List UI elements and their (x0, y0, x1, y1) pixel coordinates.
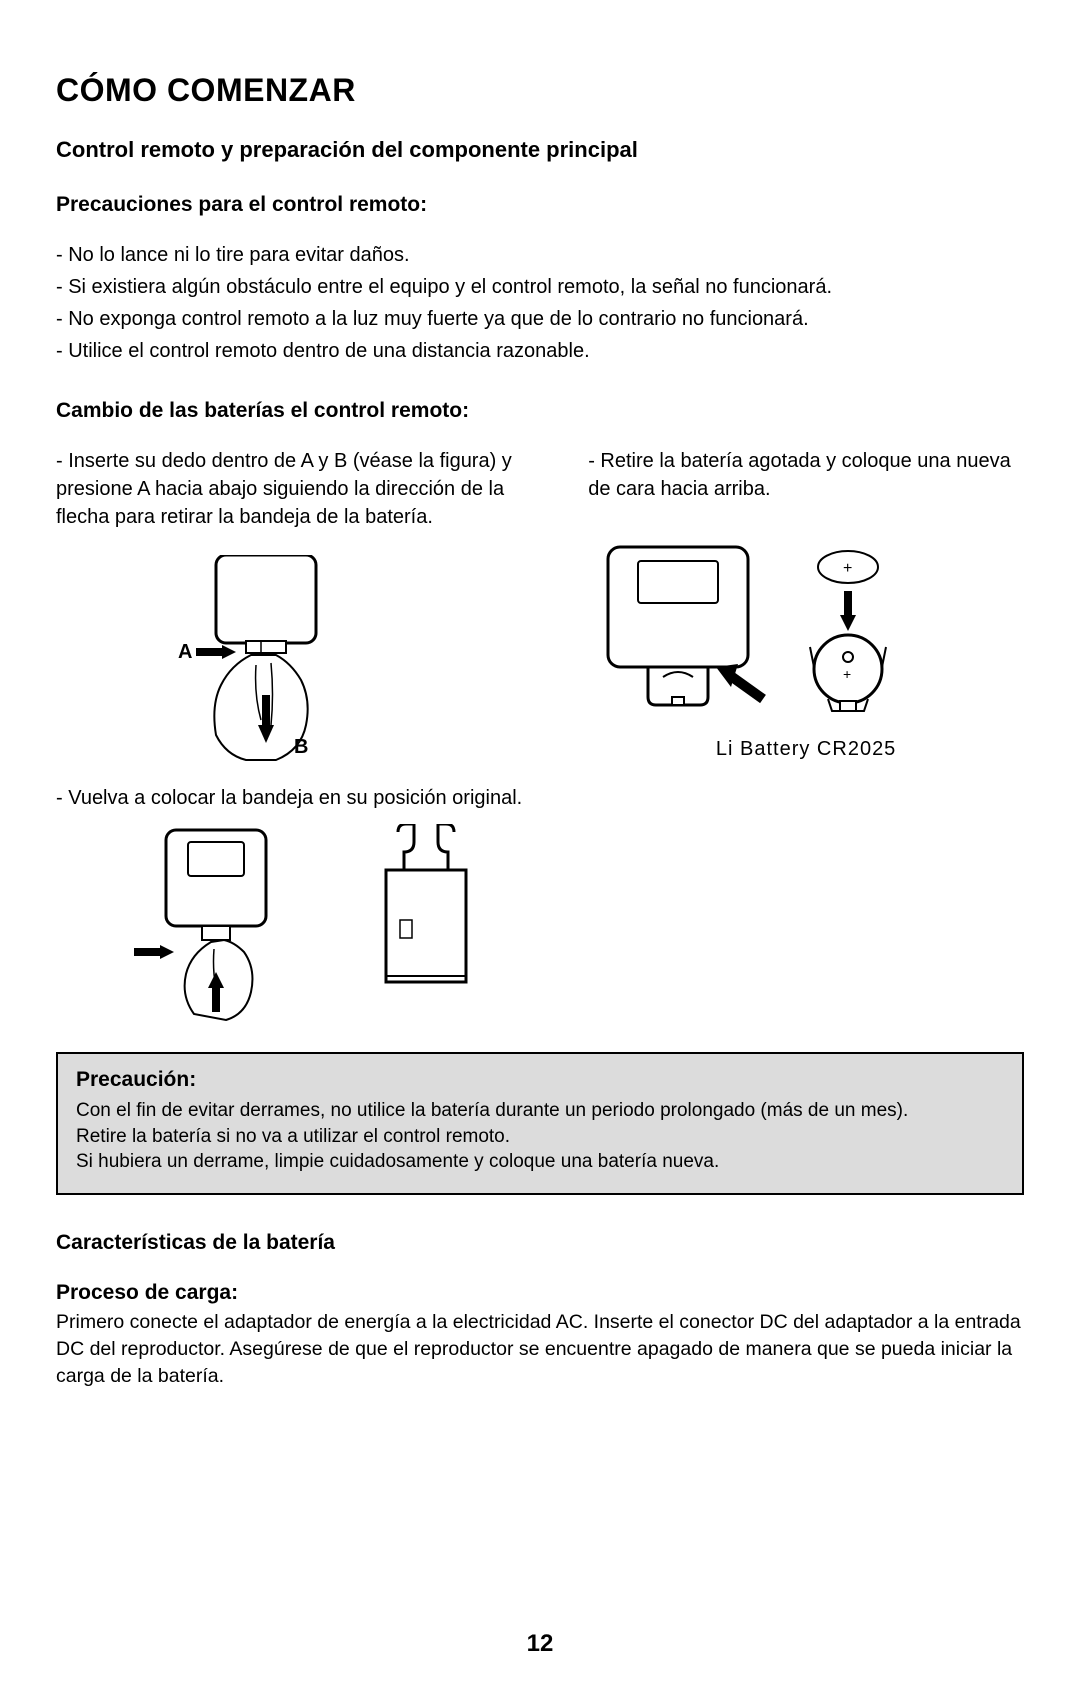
figure-step1: A B (56, 555, 540, 770)
figure-step2: + + Li Battery CR2025 (588, 539, 1024, 763)
caution-line: Retire la batería si no va a utilizar el… (76, 1124, 1004, 1150)
plus-sign: + (843, 560, 852, 577)
precautions-heading: Precauciones para el control remoto: (56, 193, 1024, 217)
charging-text: Primero conecte el adaptador de energía … (56, 1309, 1024, 1390)
label-a: A (178, 641, 192, 663)
subtitle: Control remoto y preparación del compone… (56, 137, 1024, 163)
step2-text: - Retire la batería agotada y coloque un… (588, 447, 1024, 503)
precaution-item: - Si existiera algún obstáculo entre el … (56, 273, 1024, 301)
caution-line: Si hubiera un derrame, limpie cuidadosam… (76, 1149, 1004, 1175)
document-page: CÓMO COMENZAR Control remoto y preparaci… (0, 0, 1080, 1706)
battery-features-heading: Características de la batería (56, 1231, 1024, 1255)
battery-features-section: Características de la batería Proceso de… (56, 1231, 1024, 1390)
figure-step3 (56, 824, 1024, 1024)
charging-heading: Proceso de carga: (56, 1281, 1024, 1305)
tray-front-illustration (356, 824, 496, 1004)
step1-text: - Inserte su dedo dentro de A y B (véase… (56, 447, 540, 531)
battery-caption: Li Battery CR2025 (588, 735, 1024, 763)
step3: - Vuelva a colocar la bandeja en su posi… (56, 784, 1024, 1024)
step2-column: - Retire la batería agotada y coloque un… (588, 447, 1024, 770)
battery-change-heading: Cambio de las baterías el control remoto… (56, 399, 1024, 423)
svg-text:+: + (843, 666, 851, 682)
precaution-item: - No lo lance ni lo tire para evitar dañ… (56, 241, 1024, 269)
page-number: 12 (56, 1630, 1024, 1658)
battery-steps-columns: - Inserte su dedo dentro de A y B (véase… (56, 447, 1024, 770)
precaution-item: - No exponga control remoto a la luz muy… (56, 305, 1024, 333)
battery-tray-illustration: + + (588, 539, 908, 729)
precaution-item: - Utilice el control remoto dentro de un… (56, 337, 1024, 365)
step1-column: - Inserte su dedo dentro de A y B (véase… (56, 447, 540, 770)
caution-line: Con el fin de evitar derrames, no utilic… (76, 1098, 1004, 1124)
label-b: B (294, 736, 308, 758)
caution-heading: Precaución: (76, 1068, 1004, 1092)
step3-text: - Vuelva a colocar la bandeja en su posi… (56, 784, 1024, 812)
page-title: CÓMO COMENZAR (56, 72, 1024, 109)
precautions-list: - No lo lance ni lo tire para evitar dañ… (56, 241, 1024, 365)
caution-box: Precaución: Con el fin de evitar derrame… (56, 1052, 1024, 1195)
remote-hand-illustration: A B (136, 555, 396, 770)
reinsert-tray-illustration (116, 824, 296, 1024)
